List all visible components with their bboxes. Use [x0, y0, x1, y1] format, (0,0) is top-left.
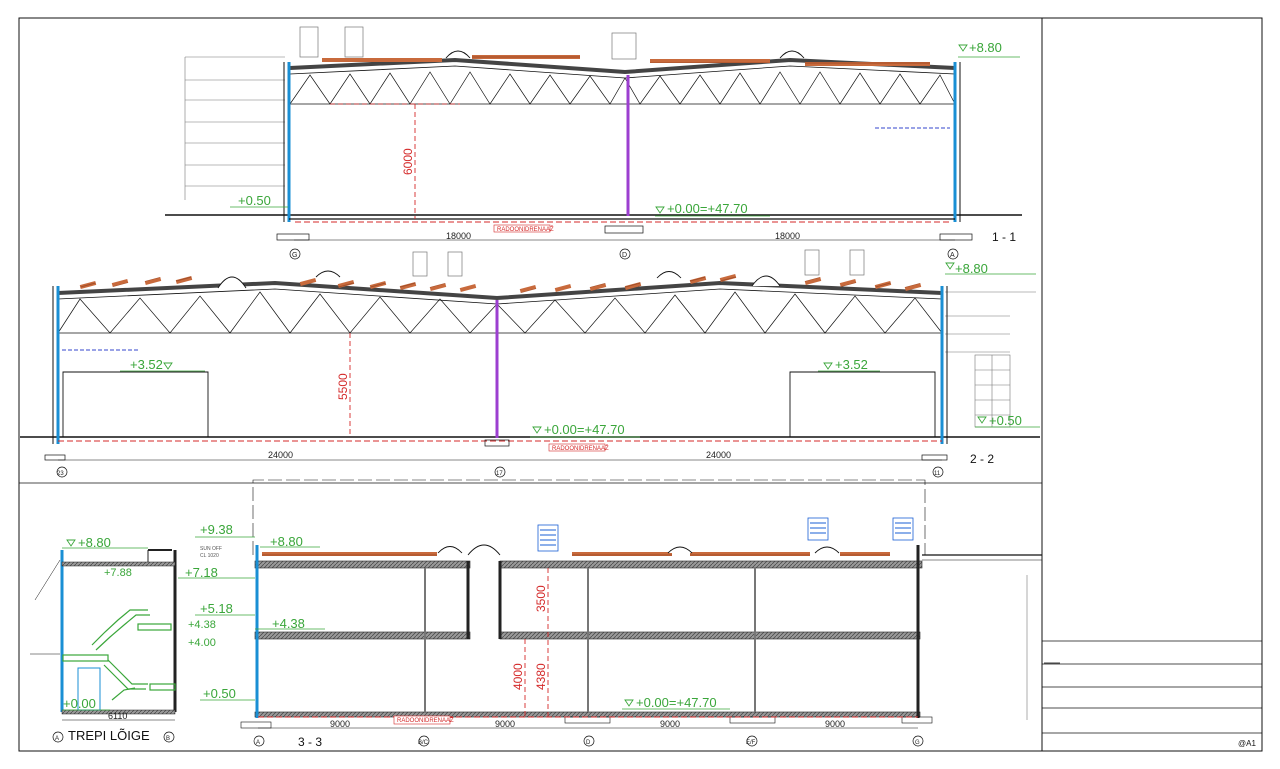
level-l1-3: +7.18: [185, 565, 218, 580]
axis-label: G: [915, 740, 920, 746]
sheet-code: @A1: [1238, 739, 1256, 748]
level-roof-3: +8.80: [270, 534, 303, 549]
floor-level-2: +0.00=+47.70: [544, 422, 625, 437]
section-1-1: 6000 +8.80 +0.50 +0.00=+47.70 RADOONIDRE…: [165, 26, 1022, 260]
span-dim-3: 9000: [495, 719, 515, 729]
height-dim-1: 6000: [401, 148, 415, 175]
height-dim-3c: 4000: [511, 663, 525, 690]
roof-vent: [537, 517, 914, 552]
span-dim-2a: 24000: [268, 450, 293, 460]
axis-label: D: [622, 252, 627, 259]
stair-width-dim: 6110: [108, 711, 127, 721]
sheet-frame: [18, 17, 1263, 752]
level-top-3: +9.38: [200, 522, 233, 537]
section-title-3: 3 - 3: [298, 735, 322, 749]
stair-level-mid2: +4.00: [188, 637, 216, 649]
span-dim-3: 9000: [825, 719, 845, 729]
drainage-label-2: RADOONIDRENAAŽ: [552, 444, 609, 452]
drainage-label-3: RADOONIDRENAAŽ: [397, 716, 454, 724]
axis-label: 11: [934, 471, 941, 477]
height-dim-3b: 4380: [534, 663, 548, 690]
axis-label: 17: [496, 471, 503, 477]
door-level-left: +3.52: [130, 357, 163, 372]
note-line: SUN OFF: [200, 546, 222, 552]
stair-level-top: +8.80: [78, 535, 111, 550]
stair-section: +8.80 +7.88 +4.38 +4.00 +0.00 6110 A B T…: [30, 535, 216, 743]
section-2-2: 5500 +8.80 +3.52 +3.52 +0.50 +0.00=+47.7…: [20, 249, 1040, 478]
height-dim-2: 5500: [336, 373, 350, 400]
axis-label: A: [950, 252, 955, 259]
note-line: CL 1020: [200, 553, 219, 559]
axis-markers-1: [289, 248, 959, 260]
adjacent-building-right: [945, 291, 1036, 428]
roof-level-1: +8.80: [969, 40, 1002, 55]
stair-level-mid1: +4.38: [188, 619, 216, 631]
roof-level-2: +8.80: [955, 261, 988, 276]
door-level-right: +3.52: [835, 357, 868, 372]
axis-label: A: [55, 736, 59, 742]
drainage-label-1: RADOONIDRENAAŽ: [497, 225, 554, 233]
span-dim-1a: 18000: [446, 231, 471, 241]
section-title-2: 2 - 2: [970, 452, 994, 466]
ext-level-1: +0.50: [238, 193, 271, 208]
level-l3-3: +4.38: [272, 616, 305, 631]
span-dim-1b: 18000: [775, 231, 800, 241]
roof-truss: [289, 71, 956, 105]
stair-level-upper: +7.88: [104, 567, 132, 579]
span-dim-2b: 24000: [706, 450, 731, 460]
floor-level-1: +0.00=+47.70: [667, 201, 748, 216]
axis-label: B: [166, 736, 170, 742]
adjacent-building-left: [184, 56, 285, 200]
axis-label: D: [586, 740, 591, 746]
level-ext-3: +0.50: [203, 686, 236, 701]
axis-label: A: [256, 740, 260, 746]
axis-label: 23: [57, 471, 64, 477]
level-l2-3: +5.18: [200, 601, 233, 616]
axis-label: E/F: [746, 740, 756, 746]
ext-level-2: +0.50: [989, 413, 1022, 428]
title-block: [1042, 640, 1262, 734]
axis-label: B/C: [418, 740, 429, 746]
stair-title: TREPI LÕIGE: [68, 728, 150, 743]
section-title-1: 1 - 1: [992, 230, 1016, 244]
axis-label: G: [292, 252, 297, 259]
solar-panels: [322, 55, 930, 66]
section-3-3: 3500 4380 4000 +9.38 +8.80 +7.18 +5.18 +…: [178, 479, 1042, 749]
span-dim-3: 9000: [330, 719, 350, 729]
floor-level-3: +0.00=+47.70: [636, 695, 717, 710]
height-dim-3a: 3500: [534, 585, 548, 612]
span-dim-3: 9000: [660, 719, 680, 729]
stair-level-base: +0.00: [63, 696, 96, 711]
